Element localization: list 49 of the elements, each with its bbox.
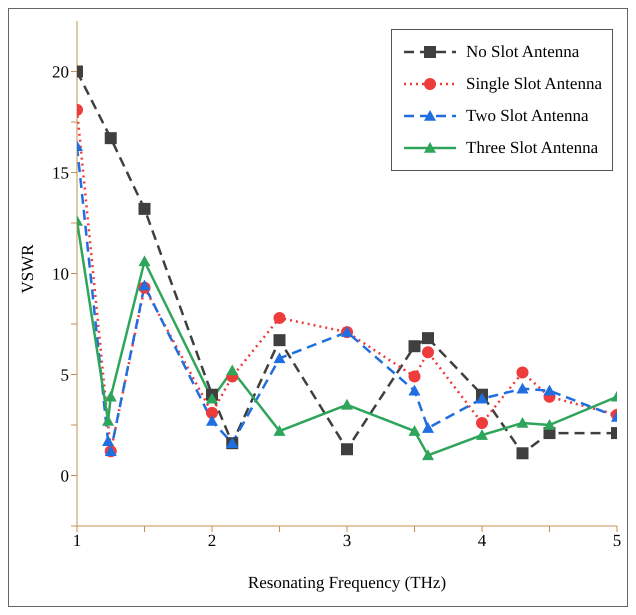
x-tick-label: 4 xyxy=(478,531,487,550)
x-tick-label: 5 xyxy=(612,531,622,550)
point xyxy=(422,422,434,433)
point xyxy=(341,398,353,410)
point xyxy=(274,312,286,324)
point xyxy=(408,425,420,436)
point xyxy=(408,370,420,383)
point xyxy=(226,364,238,376)
x-axis-title: Resonating Frequency (THz) xyxy=(248,573,446,592)
point xyxy=(274,352,286,364)
point xyxy=(516,366,528,378)
legend-label: Three Slot Antenna xyxy=(466,138,598,158)
point xyxy=(138,280,150,290)
point xyxy=(422,449,434,460)
point xyxy=(544,419,556,430)
point xyxy=(104,390,117,402)
x-tick-label: 1 xyxy=(72,531,82,550)
point xyxy=(104,132,117,144)
y-tick-label: 0 xyxy=(60,466,69,486)
point xyxy=(476,392,488,404)
point xyxy=(206,392,218,404)
point xyxy=(516,416,528,428)
point xyxy=(408,384,420,396)
x-tick-label: 3 xyxy=(342,531,352,550)
point xyxy=(206,414,218,426)
point xyxy=(206,406,218,419)
y-tick-label: 10 xyxy=(52,264,69,284)
x-tick-label: 2 xyxy=(208,531,216,550)
point xyxy=(274,425,286,436)
legend-label: Two Slot Antenna xyxy=(466,106,589,126)
point xyxy=(476,429,488,440)
point xyxy=(138,202,150,215)
y-axis-title: VSWR xyxy=(18,244,38,294)
y-tick-label: 5 xyxy=(60,366,69,385)
legend-label: Single Slot Antenna xyxy=(466,74,602,94)
point xyxy=(544,384,556,396)
point xyxy=(274,334,286,346)
point xyxy=(422,332,434,344)
point xyxy=(476,416,488,429)
point xyxy=(138,255,150,266)
y-tick-label: 20 xyxy=(52,62,69,82)
point xyxy=(102,435,114,446)
point xyxy=(341,443,353,456)
y-tick-label: 15 xyxy=(52,164,69,183)
point xyxy=(422,346,434,358)
legend-label: No Slot Antenna xyxy=(466,42,580,62)
point xyxy=(408,340,420,352)
point xyxy=(516,382,528,394)
point xyxy=(516,447,528,460)
